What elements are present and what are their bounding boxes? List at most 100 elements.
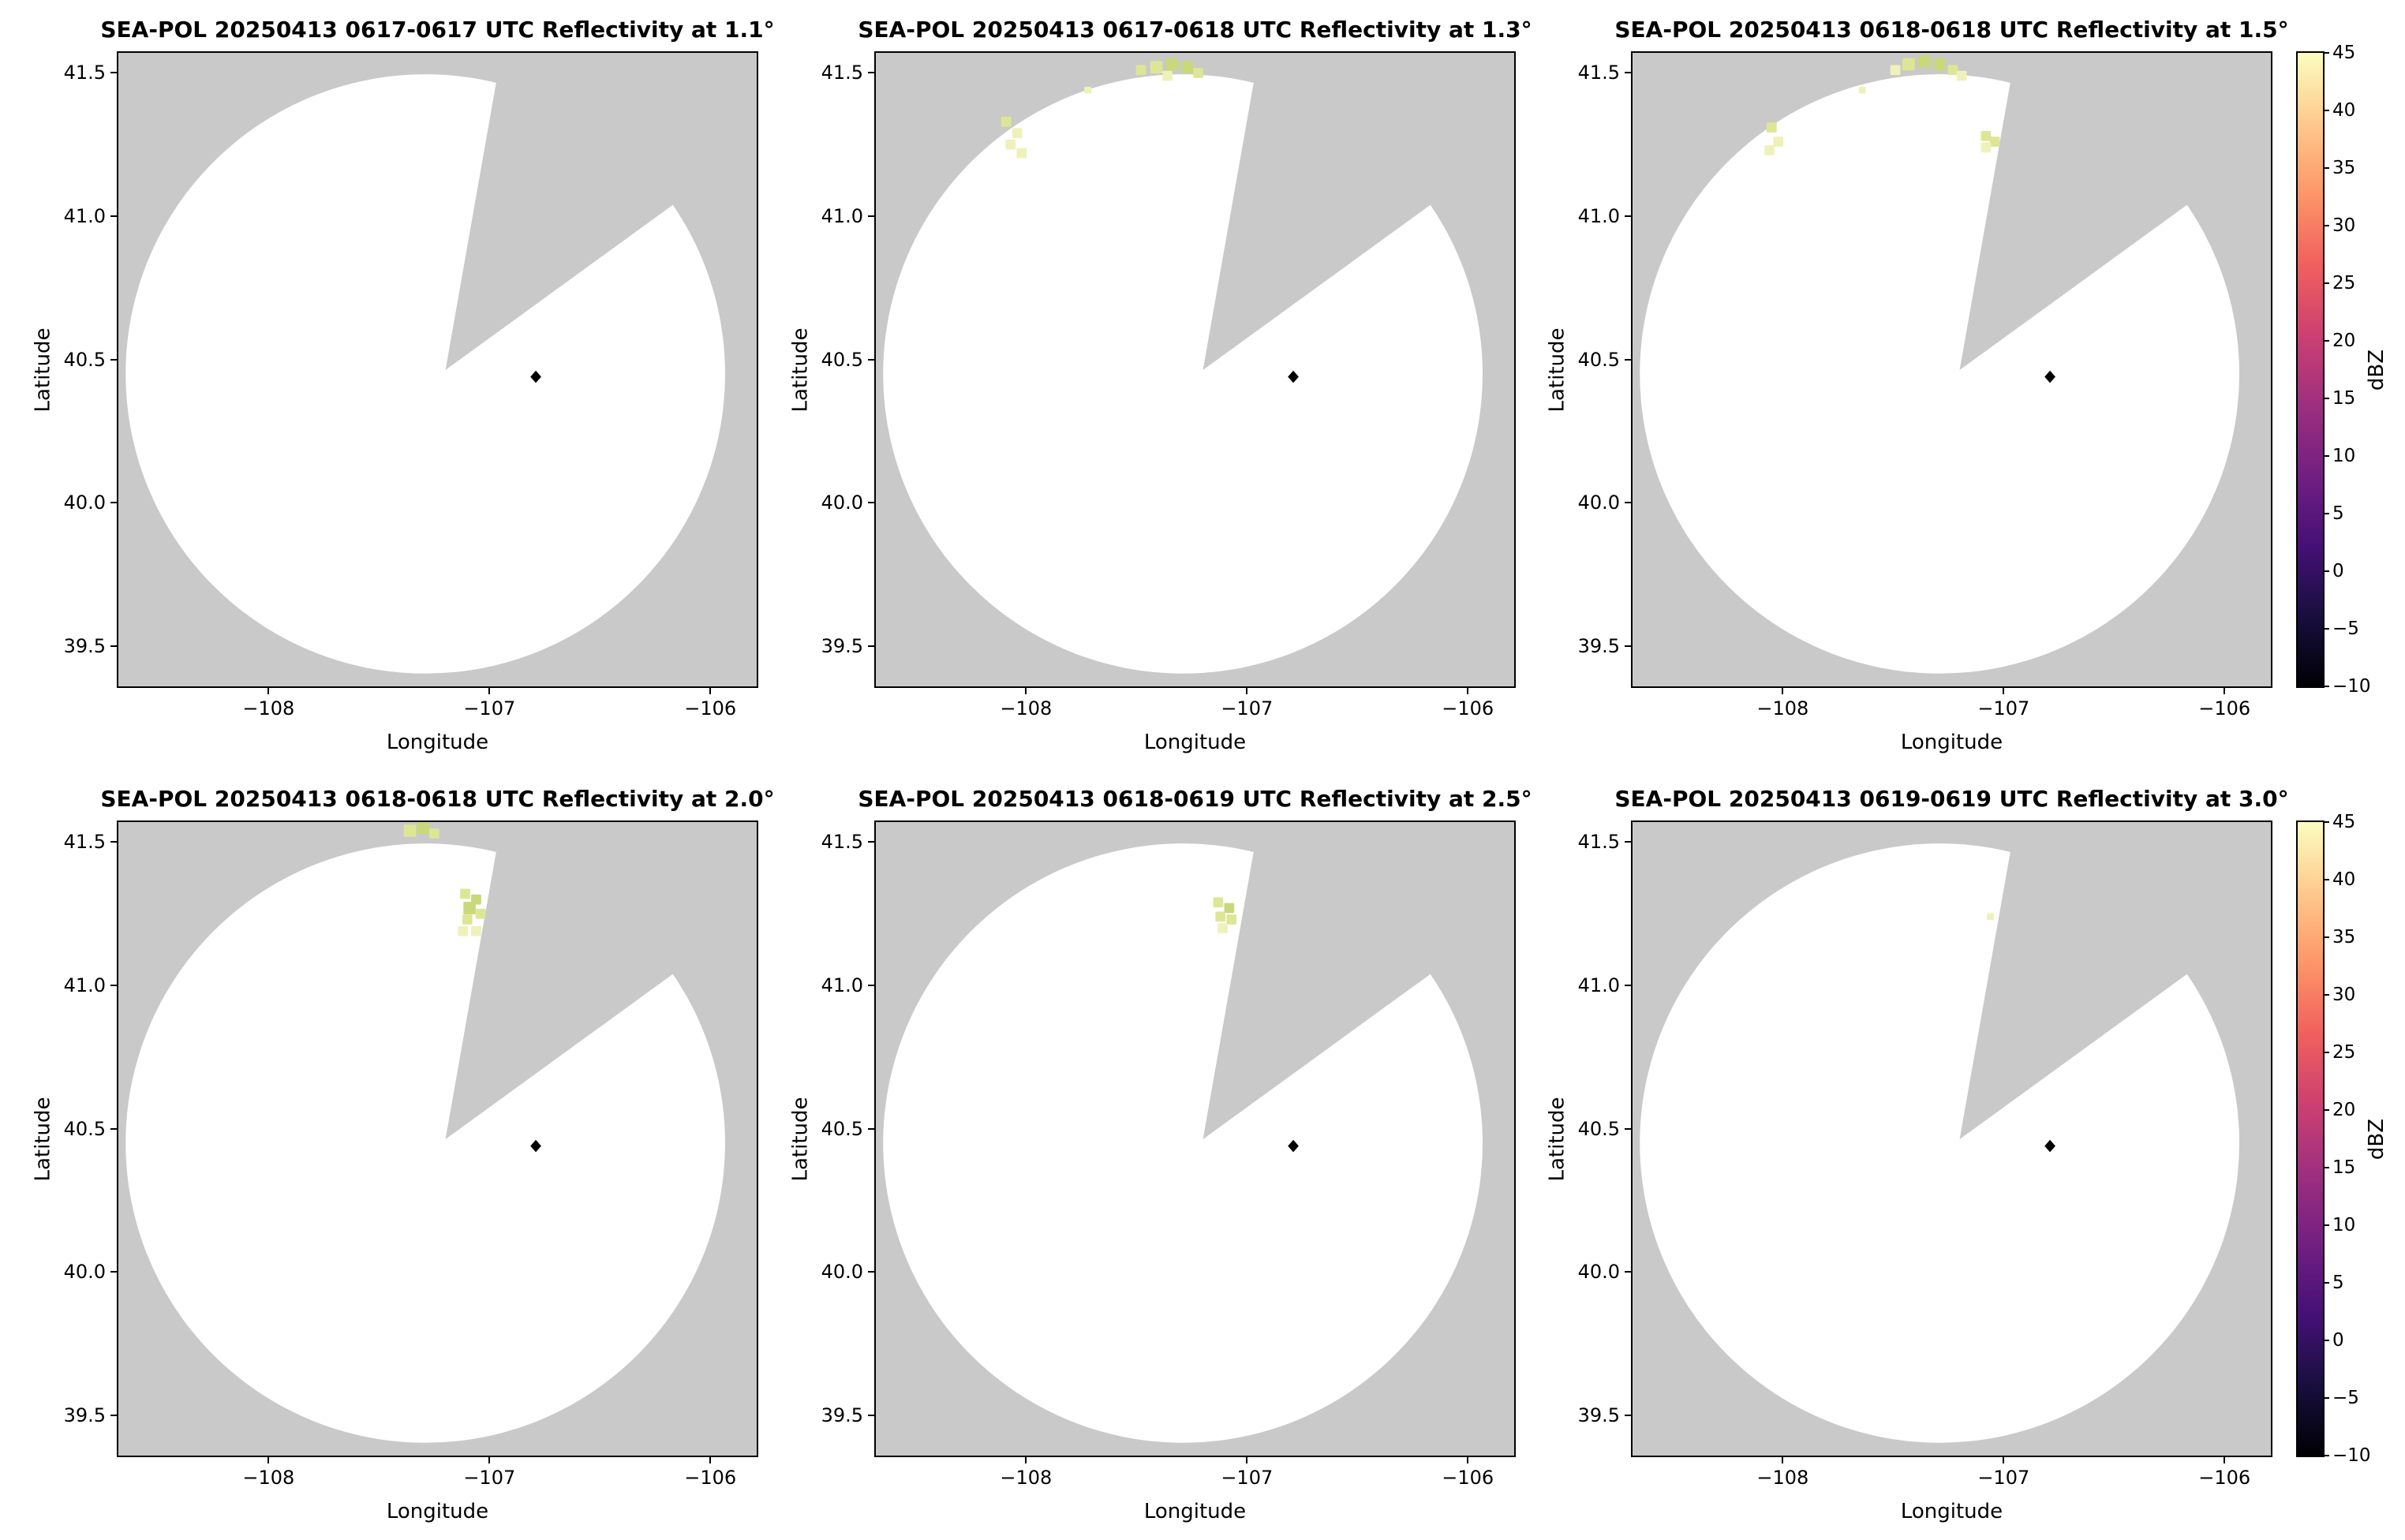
panel-title: SEA-POL 20250413 0619-0619 UTC Reflectiv… xyxy=(1614,786,2289,812)
panel-title: SEA-POL 20250413 0618-0618 UTC Reflectiv… xyxy=(100,786,775,812)
colorbar-tick-mark xyxy=(2323,879,2329,880)
x-tick-mark xyxy=(709,1456,712,1463)
y-tick-mark xyxy=(868,215,876,218)
echo-cell xyxy=(1165,58,1178,71)
y-tick-mark xyxy=(110,841,118,843)
y-tick-mark xyxy=(1625,645,1633,648)
x-tick-mark xyxy=(2224,686,2226,694)
y-tick-mark xyxy=(110,645,118,648)
colorbar-tick-label: 20 xyxy=(2332,1100,2356,1120)
y-axis-label: Latitude xyxy=(1544,822,1569,1456)
x-tick-label: −108 xyxy=(242,1467,295,1489)
colorbar-tick-mark xyxy=(2323,398,2329,399)
x-axis-label: Longitude xyxy=(386,1500,489,1523)
y-tick-label: 40.5 xyxy=(63,1117,106,1140)
y-tick-label: 40.5 xyxy=(821,348,863,371)
colorbar-tick-mark xyxy=(2323,628,2329,630)
colorbar-tick-label: −10 xyxy=(2332,676,2371,697)
echo-cell xyxy=(1193,68,1204,78)
colorbar-tick-label: −5 xyxy=(2332,619,2359,639)
x-tick-mark xyxy=(1467,686,1469,694)
echo-cell xyxy=(1980,131,1992,141)
x-tick-mark xyxy=(2224,1456,2226,1463)
y-tick-label: 41.0 xyxy=(1577,974,1620,997)
colorbar-tick-mark xyxy=(2323,513,2329,514)
y-tick-label: 39.5 xyxy=(63,1404,106,1427)
y-tick-label: 39.5 xyxy=(63,635,106,658)
colorbar-tick-mark xyxy=(2323,1282,2329,1284)
colorbar-label: dBZ xyxy=(2364,53,2389,686)
colorbar-tick-mark xyxy=(2323,570,2329,572)
x-tick-mark xyxy=(2003,1456,2005,1463)
y-tick-mark xyxy=(868,72,876,74)
colorbar-tick-mark xyxy=(2323,686,2329,687)
y-tick-label: 40.0 xyxy=(63,1261,106,1284)
echo-cell xyxy=(475,908,486,919)
colorbar-tick-mark xyxy=(2323,1167,2329,1168)
colorbar-tick-label: 5 xyxy=(2332,1273,2344,1293)
colorbar-tick-mark xyxy=(2323,225,2329,226)
colorbar-tick-mark xyxy=(2323,340,2329,342)
echo-cell xyxy=(462,914,473,925)
echo-cell xyxy=(1162,70,1173,81)
y-tick-label: 40.0 xyxy=(821,1261,863,1284)
x-tick-label: −107 xyxy=(1977,1467,2030,1489)
radar-panel: SEA-POL 20250413 0617-0617 UTC Reflectiv… xyxy=(31,17,775,754)
echo-cell xyxy=(471,925,481,936)
x-tick-label: −107 xyxy=(463,697,516,720)
y-tick-mark xyxy=(1625,215,1633,218)
panel-title: SEA-POL 20250413 0617-0617 UTC Reflectiv… xyxy=(100,17,775,43)
colorbar-tick-label: 20 xyxy=(2332,331,2356,351)
x-tick-mark xyxy=(1025,1456,1027,1463)
colorbar-tick-mark xyxy=(2323,167,2329,169)
x-axis-label: Longitude xyxy=(386,731,489,754)
y-tick-mark xyxy=(1625,985,1633,987)
y-tick-mark xyxy=(110,358,118,361)
x-tick-label: −107 xyxy=(1221,1467,1274,1489)
y-tick-label: 40.0 xyxy=(63,492,106,514)
x-axis-label: Longitude xyxy=(1143,731,1247,754)
y-tick-label: 40.5 xyxy=(1577,348,1620,371)
y-axis-label: Latitude xyxy=(1544,53,1569,686)
y-tick-label: 39.5 xyxy=(821,1404,863,1427)
y-tick-label: 40.5 xyxy=(821,1117,863,1140)
colorbar-tick-mark xyxy=(2323,1455,2329,1456)
panel-title: SEA-POL 20250413 0618-0618 UTC Reflectiv… xyxy=(1614,17,2289,43)
y-tick-mark xyxy=(1625,358,1633,361)
y-tick-label: 39.5 xyxy=(821,635,863,658)
colorbar-tick-mark xyxy=(2323,821,2329,823)
echo-cell xyxy=(1213,897,1224,908)
x-tick-label: −108 xyxy=(242,697,295,720)
radar-site-marker xyxy=(530,1139,541,1153)
x-tick-label: −106 xyxy=(684,697,737,720)
echo-cell xyxy=(1956,70,1967,81)
y-tick-mark xyxy=(1625,502,1633,504)
echo-cell xyxy=(1902,58,1915,71)
echo-cell xyxy=(458,925,469,936)
blocked-sector-wedge xyxy=(1959,53,2271,371)
x-tick-label: −107 xyxy=(1221,697,1274,720)
echo-cell xyxy=(1947,65,1958,76)
blocked-sector-wedge xyxy=(1202,822,1514,1140)
colorbar-label-text: dBZ xyxy=(2365,1118,2388,1160)
x-tick-mark xyxy=(1246,686,1248,694)
colorbar-tick-label: 25 xyxy=(2332,273,2356,293)
x-tick-label: −106 xyxy=(2198,1467,2251,1489)
y-tick-mark xyxy=(1625,72,1633,74)
colorbar-tick-label: 45 xyxy=(2332,812,2356,832)
y-tick-label: 41.5 xyxy=(821,831,863,854)
colorbar-tick-label: −5 xyxy=(2332,1388,2359,1408)
echo-cell xyxy=(1150,61,1163,74)
radar-ppi-plot xyxy=(1633,822,2271,1456)
y-axis-label-text: Latitude xyxy=(1545,327,1569,413)
y-axis-label-text: Latitude xyxy=(788,1096,813,1182)
colorbar-tick-label: 45 xyxy=(2332,43,2356,63)
y-tick-label: 39.5 xyxy=(1577,635,1620,658)
radar-ppi-plot xyxy=(118,53,757,686)
colorbar-tick-mark xyxy=(2323,52,2329,54)
colorbar-tick-mark xyxy=(2323,1340,2329,1341)
echo-cell xyxy=(1858,86,1866,94)
echo-cell xyxy=(1917,55,1931,68)
y-tick-mark xyxy=(110,1415,118,1417)
